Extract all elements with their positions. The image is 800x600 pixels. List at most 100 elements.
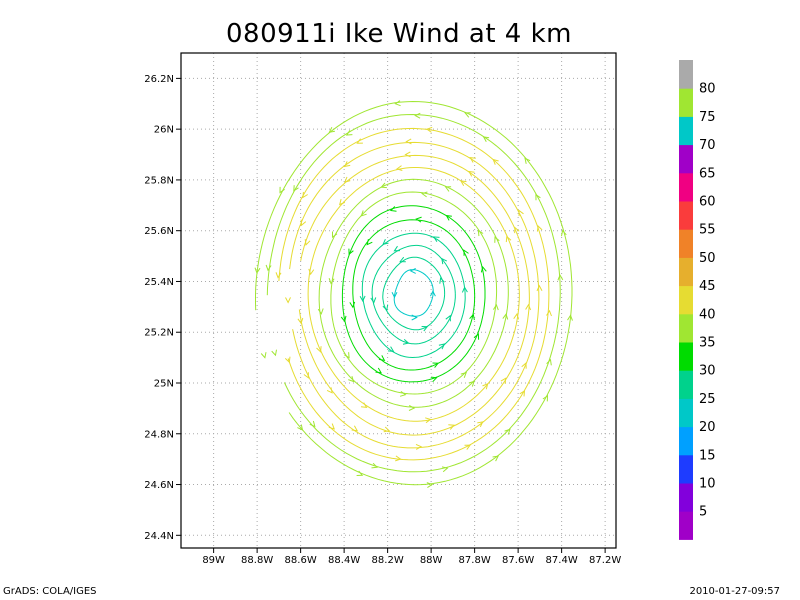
colorbar-label: 50: [699, 251, 716, 266]
streamline-arrow: [360, 210, 367, 217]
y-tick-label: 26N: [154, 125, 174, 136]
streamline-arrow: [394, 100, 401, 107]
streamline-arrow: [421, 326, 429, 332]
streamline-arrow: [441, 257, 448, 265]
colorbar-label: 30: [699, 364, 716, 379]
colorbar-label: 5: [699, 505, 707, 520]
streamline-arrow: [328, 126, 335, 133]
streamline-ring: [382, 256, 446, 331]
streamline-arrow: [492, 455, 499, 462]
streamline-arrow: [561, 229, 567, 237]
streamline-arrow: [303, 372, 309, 379]
colorbar-label: 75: [699, 110, 716, 125]
streamline-arrow: [260, 352, 267, 359]
y-tick-label: 25.8N: [144, 175, 174, 186]
streamline-arrow: [445, 314, 451, 322]
colorbar-swatch: [679, 483, 693, 512]
colorbar-swatch: [679, 511, 693, 540]
y-tick-label: 26.2N: [144, 74, 174, 85]
streamline-ring: [361, 232, 466, 359]
streamline-arrow: [328, 423, 336, 430]
streamline-arrow: [469, 313, 475, 321]
x-tick-label: 87.4W: [546, 555, 578, 566]
colorbar-label: 25: [699, 392, 716, 407]
streamline-arrow: [441, 466, 449, 473]
y-tick-label: 24.6N: [144, 480, 174, 491]
streamline-arrow: [359, 295, 366, 303]
footer-timestamp: 2010-01-27-09:57: [689, 586, 780, 597]
streamline-arrow: [345, 130, 353, 136]
streamline-arrow: [271, 349, 277, 357]
streamline-arrow: [293, 185, 299, 192]
streamline-arrow: [482, 136, 490, 143]
streamline-arrow: [370, 297, 377, 304]
streamline-arrow: [404, 151, 411, 158]
grid-layer: [181, 53, 616, 548]
y-tick-label: 25N: [154, 379, 174, 390]
colorbar-label: 80: [699, 82, 716, 97]
streamline-arrow: [460, 371, 468, 378]
streamline-ring: [341, 205, 486, 383]
streamline-arrow: [409, 267, 416, 274]
streamline-arrow: [492, 303, 499, 311]
streamline-arrow: [411, 314, 418, 321]
streamline-arrow: [351, 425, 359, 432]
streamline-arrow: [432, 236, 440, 242]
streamline-arrow: [415, 216, 422, 223]
streamline-arrow: [302, 191, 308, 199]
streamline-arrow: [383, 426, 391, 433]
streamline-arrow: [308, 268, 315, 276]
streamline-ring: [266, 113, 561, 473]
streamline-arrow: [519, 389, 526, 397]
colorbar-swatch: [679, 454, 693, 484]
streamline-arrow: [343, 161, 351, 168]
streamline-arrow: [408, 405, 416, 411]
streamline-arrow: [513, 312, 520, 320]
streamline-arrow: [430, 376, 438, 383]
y-tick-label: 25.4N: [144, 277, 174, 288]
streamline-arrow: [468, 170, 475, 177]
streamline-arrow: [524, 157, 531, 164]
x-tick-label: 87.6W: [502, 555, 534, 566]
colorbar-label: 10: [699, 477, 716, 492]
streamline-arrow: [380, 182, 387, 189]
colorbar-swatch: [679, 116, 693, 146]
chart-title: 080911i Ike Wind at 4 km: [226, 19, 572, 49]
streamline-arrow: [444, 186, 452, 192]
streamline-arrow: [505, 235, 512, 243]
streamline-arrow: [514, 226, 520, 234]
streamline-arrow: [316, 346, 322, 353]
x-tick-label: 88.8W: [241, 555, 273, 566]
streamline-arrow: [429, 290, 436, 297]
streamline-arrow: [557, 273, 564, 281]
streamline-arrow: [297, 424, 304, 431]
streamline-arrow: [502, 312, 509, 320]
streamline-arrow: [328, 278, 335, 285]
streamline-ring: [318, 178, 509, 408]
streamline-arrow: [414, 112, 421, 119]
streamline-arrow: [399, 256, 406, 263]
streamline-arrow: [567, 314, 573, 321]
footer-credit: GrADS: COLA/IGES: [3, 586, 97, 597]
streamline-arrow: [425, 417, 432, 424]
streamline-arrow: [494, 236, 500, 243]
streamline-arrow: [317, 308, 324, 315]
streamline-arrow: [477, 229, 484, 237]
streamline-ring: [330, 191, 498, 395]
streamline-arrow: [389, 206, 397, 212]
streamline-arrow: [297, 317, 304, 325]
streamline-arrow: [477, 421, 484, 428]
streamline-arrow: [395, 455, 402, 462]
streamline-layer: [254, 100, 573, 489]
streamline-arrow: [344, 176, 351, 183]
streamline-arrow: [338, 198, 346, 206]
streamline-arrow: [432, 362, 440, 368]
streamline-ring: [289, 141, 540, 449]
streamline-arrow: [348, 376, 355, 383]
streamline-arrow: [366, 238, 373, 246]
colorbar-swatch: [679, 88, 693, 117]
streamline-arrow: [332, 231, 338, 239]
streamline-arrow: [525, 303, 532, 311]
colorbar-label: 20: [699, 420, 716, 435]
streamline-arrow: [382, 304, 389, 312]
